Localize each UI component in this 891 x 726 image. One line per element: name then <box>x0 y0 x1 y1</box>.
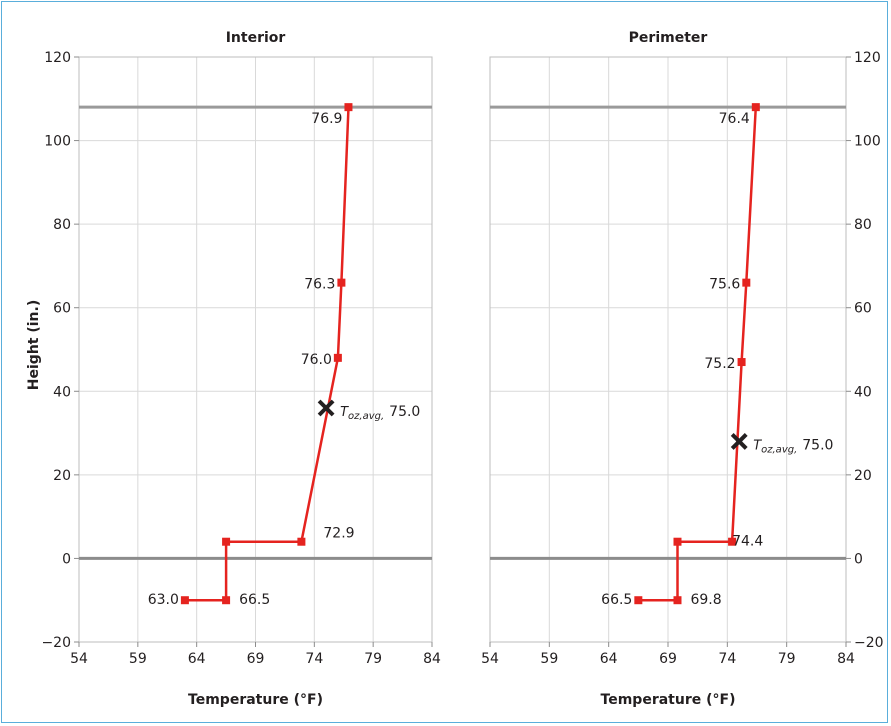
average-value: 75.0 <box>802 437 833 453</box>
interior-panel: 54 59 64 69 74 79 84 −20 0 20 40 60 80 100 120 Interior… <box>41 30 441 708</box>
x-tick-label: 74 <box>718 651 736 667</box>
average-marker-stroke <box>730 433 748 450</box>
y-tick-label: −20 <box>41 635 71 651</box>
data-point-marker <box>673 537 682 546</box>
data-point-marker <box>634 596 643 605</box>
y-tick-label: 80 <box>854 217 872 233</box>
y-tick-label: 80 <box>53 217 71 233</box>
x-tick-label: 64 <box>188 651 206 667</box>
data-label: 76.9 <box>311 111 342 127</box>
y-tick-label: 60 <box>53 301 71 317</box>
x-tick-label: 69 <box>247 651 265 667</box>
x-tick-label: 84 <box>837 651 855 667</box>
y-tick-label: 0 <box>62 551 71 567</box>
data-point-marker <box>222 596 231 605</box>
average-subscript: oz,avg, <box>761 444 797 455</box>
data-point-marker <box>344 103 353 112</box>
y-tick-label: 20 <box>53 468 71 484</box>
y-tick-label: 0 <box>854 551 863 567</box>
data-point-marker <box>673 596 682 605</box>
average-temperature-marker <box>317 399 335 417</box>
data-label: 69.8 <box>690 592 721 608</box>
x-axis-label: Temperature (°F) <box>188 692 323 708</box>
data-point-marker <box>222 537 231 546</box>
x-tick-label: 54 <box>70 651 88 667</box>
temperature-profile-line <box>638 107 758 602</box>
panel-title: Interior <box>226 30 286 46</box>
x-tick-label: 64 <box>600 651 618 667</box>
y-tick-label: 120 <box>44 50 71 66</box>
x-tick-label: 84 <box>423 651 441 667</box>
y-tick-label: 20 <box>854 468 872 484</box>
data-label: 63.0 <box>148 592 179 608</box>
average-value: 75.0 <box>389 404 420 420</box>
panel-title: Perimeter <box>629 30 708 46</box>
y-tick-label: 60 <box>854 301 872 317</box>
data-point-marker <box>297 537 306 546</box>
data-label: 76.3 <box>304 277 335 293</box>
data-label: 76.0 <box>301 352 332 368</box>
x-tick-label: 59 <box>129 651 147 667</box>
x-tick-label: 79 <box>778 651 796 667</box>
data-point-marker <box>737 358 746 367</box>
y-tick-label: 40 <box>53 384 71 400</box>
y-tick-label: 120 <box>854 50 881 66</box>
x-tick-label: 69 <box>659 651 677 667</box>
data-point-marker <box>728 537 737 546</box>
data-label: 74.4 <box>732 534 763 550</box>
data-point-marker <box>751 103 760 112</box>
x-tick-label: 54 <box>481 651 499 667</box>
average-symbol: T <box>753 438 762 453</box>
average-temperature-marker <box>730 433 748 450</box>
perimeter-panel: 54 59 64 69 74 79 84−20 0 20 40 60 80 100 120 Perimete… <box>481 30 883 708</box>
y-axis-label: Height (in.) <box>26 300 42 390</box>
y-tick-label: 100 <box>854 134 881 150</box>
data-label: 76.4 <box>719 111 750 127</box>
average-subscript: oz,avg, <box>348 411 384 422</box>
data-label: 72.9 <box>323 526 354 542</box>
data-label: 66.5 <box>239 592 270 608</box>
average-marker-stroke <box>317 399 335 417</box>
data-label: 75.6 <box>709 277 740 293</box>
x-axis-label: Temperature (°F) <box>601 692 736 708</box>
average-temperature-label: Toz,avg, 75.0 <box>340 404 420 422</box>
x-tick-label: 79 <box>364 651 382 667</box>
data-point-marker <box>337 278 346 287</box>
data-point-marker <box>333 353 342 362</box>
data-label: 66.5 <box>601 592 632 608</box>
x-tick-label: 74 <box>305 651 323 667</box>
average-temperature-label: Toz,avg, 75.0 <box>753 437 833 455</box>
y-tick-label: 40 <box>854 384 872 400</box>
data-label: 75.2 <box>704 356 735 372</box>
y-tick-label: −20 <box>854 635 884 651</box>
average-symbol: T <box>340 405 349 420</box>
y-tick-label: 100 <box>44 134 71 150</box>
data-point-marker <box>742 278 751 287</box>
data-point-marker <box>180 596 189 605</box>
x-tick-label: 59 <box>540 651 558 667</box>
